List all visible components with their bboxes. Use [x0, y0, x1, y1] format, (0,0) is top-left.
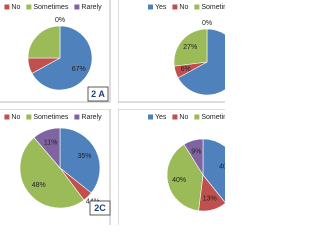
legend-label: Yes: [155, 4, 167, 11]
legend-marker: [148, 4, 153, 10]
pie-slice: [19, 137, 85, 209]
legend-marker: [4, 4, 10, 10]
pie-slice: [59, 127, 101, 194]
legend-label: No: [179, 4, 188, 11]
data-label: 0%: [55, 17, 65, 24]
legend-marker: [194, 114, 200, 120]
data-label: 40%: [219, 164, 225, 171]
data-label: 27%: [183, 44, 197, 51]
data-label: 35%: [77, 153, 91, 160]
data-label: 9%: [191, 148, 201, 155]
legend-marker: [74, 114, 80, 120]
data-label: 6%: [181, 66, 191, 73]
data-label: 11%: [44, 139, 58, 146]
legend-marker: [172, 4, 178, 10]
panel-tag: 2C: [94, 203, 106, 213]
legend-marker: [194, 4, 200, 10]
pie-slice: [31, 25, 93, 91]
data-label: 13%: [203, 195, 217, 202]
chart-panel: YesNoSometimesRarely35%44%48%11%2C: [0, 109, 111, 225]
legend-marker: [148, 114, 153, 120]
data-label: 67%: [72, 66, 86, 73]
legend-marker: [172, 114, 178, 120]
pie-slice: [173, 28, 208, 67]
data-label: 0%: [202, 20, 212, 27]
panel-tag-box: [87, 86, 109, 102]
legend-marker: [4, 114, 10, 120]
legend-label: Yes: [155, 114, 167, 121]
legend-label: Sometimes: [201, 4, 225, 11]
legend-marker: [26, 114, 32, 120]
pie-slice: [27, 25, 61, 59]
legend-label: Sometimes: [33, 114, 69, 121]
legend-label: Rarely: [81, 114, 102, 121]
legend-label: Sometimes: [201, 114, 225, 121]
chart-panel: YesNoSometimesRarely6%27%0%: [118, 0, 225, 103]
legend-label: Rarely: [81, 4, 102, 11]
legend-label: Sometimes: [33, 4, 69, 11]
data-label: 48%: [32, 182, 46, 189]
chart-panel: YesNoSometimesRarely40%13%40%9%: [118, 109, 225, 225]
data-label: 40%: [172, 177, 186, 184]
legend-label: No: [11, 114, 20, 121]
pie-slice: [183, 138, 204, 177]
legend-label: No: [179, 114, 188, 121]
legend-marker: [74, 4, 80, 10]
legend-label: No: [11, 4, 20, 11]
pie-slice: [33, 127, 61, 169]
figure: Yes No Sometimes Rarely 67% 0% 2 A Yes No Sometim…: [0, 0, 225, 225]
chart-panel: YesNoSometimesRarely67%0%2 A: [0, 0, 111, 103]
pie-slice: [177, 28, 225, 96]
panel-tag: 2 A: [91, 89, 105, 99]
pie-slice: [202, 138, 225, 203]
legend-marker: [26, 4, 32, 10]
panel-tag-box: [89, 200, 111, 216]
